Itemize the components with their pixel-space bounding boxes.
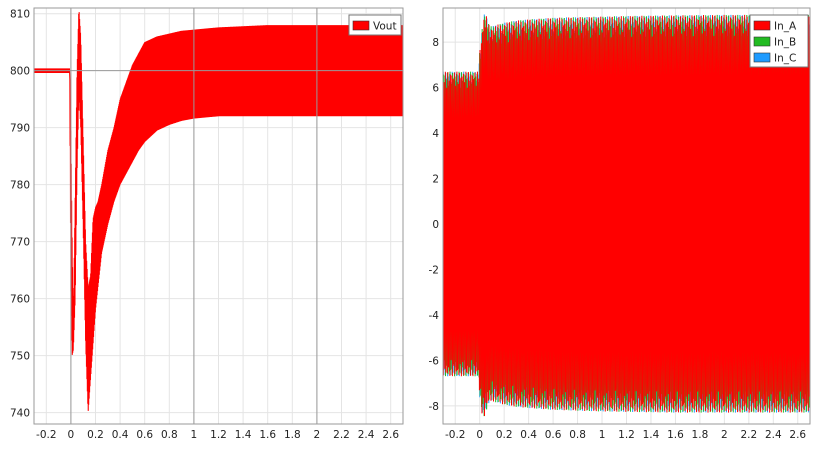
x-tick-label: 0.4 [112,429,129,441]
y-tick-label: -4 [429,310,440,322]
legend-label-in-b: In_B [774,37,796,49]
y-tick-label: 4 [432,128,439,140]
x-tick-label: 2.4 [358,429,375,441]
y-tick-label: 6 [432,83,439,95]
y-tick-label: -8 [429,401,439,413]
x-tick-label: 1 [599,429,606,441]
legend-label-vout: Vout [373,21,397,33]
y-tick-label: 0 [432,219,439,231]
x-tick-label: 1 [191,429,198,441]
x-tick-label: 2.6 [382,429,399,441]
x-tick-label: 2.2 [740,429,757,441]
chart-panel-1: -0.2 0 0.2 0.4 0.6 0.8 1 1.2 1.4 1.6 1.8 2 2.2 2.4 2.6… [10,7,404,441]
legend-label-in-c: In_C [774,53,796,65]
legend-swatch-in-a [753,20,771,31]
series-line-in-a [442,14,811,416]
data-layer [442,14,811,417]
x-tick-label: 0.2 [87,429,104,441]
x-axis: -0.2 0 0.2 0.4 0.6 0.8 1 1.2 1.4 1.6 1.8 2 2.2 2.4 2.6 [445,429,806,441]
y-axis: -8 -6 -4 -2 0 2 4 6 8 [429,37,440,413]
y-tick-label: -6 [429,355,440,367]
x-tick-label: 2.6 [789,429,806,441]
y-axis: 740 750 760 770 780 790 800 810 [10,9,30,420]
plot-border [33,7,404,425]
x-tick-label: 1.2 [210,429,227,441]
x-tick-label: 1.6 [667,429,684,441]
x-tick-label: 0.4 [520,429,537,441]
data-layer [33,12,404,411]
x-axis: -0.2 0 0.2 0.4 0.6 0.8 1 1.2 1.4 1.6 1.8 2 2.2 2.4 2.6 [36,429,399,441]
y-tick-label: 750 [10,351,30,363]
x-tick-label: 1.4 [643,429,660,441]
y-tick-label: 740 [10,408,30,420]
x-tick-label: 1.6 [259,429,276,441]
x-tick-label: 0 [68,429,75,441]
legend-label-in-a: In_A [774,21,797,33]
plot-border [442,7,811,425]
y-tick-label: 780 [10,180,30,192]
legend-swatch-vout [352,20,370,31]
legend: In_A In_B In_C [749,14,809,68]
y-tick-label: 2 [432,173,439,185]
x-tick-label: -0.2 [445,429,466,441]
y-tick-label: 800 [10,66,30,78]
x-tick-label: 2 [314,429,321,441]
x-tick-label: 0 [476,429,483,441]
x-tick-label: 2 [721,429,728,441]
y-tick-label: 790 [10,123,30,135]
x-tick-label: 1.4 [235,429,252,441]
x-tick-label: 0.8 [161,429,178,441]
x-tick-label: 0.2 [496,429,513,441]
y-tick-label: -2 [429,264,439,276]
legend-swatch-in-c [753,52,771,63]
x-tick-label: -0.2 [36,429,57,441]
legend: Vout [348,14,402,36]
y-tick-label: 770 [10,237,30,249]
x-tick-label: 0.6 [545,429,562,441]
x-tick-label: 1.2 [618,429,635,441]
y-tick-label: 810 [10,9,30,21]
x-tick-label: 2.4 [765,429,782,441]
x-tick-label: 2.2 [333,429,350,441]
legend-swatch-in-b [753,36,771,47]
y-tick-label: 760 [10,294,30,306]
x-tick-label: 1.8 [692,429,709,441]
series-line-vout [33,12,404,411]
x-tick-label: 1.8 [284,429,301,441]
chart-panel-2: -0.2 0 0.2 0.4 0.6 0.8 1 1.2 1.4 1.6 1.8 2 2.2 2.4 2.6… [429,7,811,441]
y-tick-label: 8 [432,37,439,49]
x-tick-label: 0.8 [569,429,586,441]
x-tick-label: 0.6 [136,429,153,441]
